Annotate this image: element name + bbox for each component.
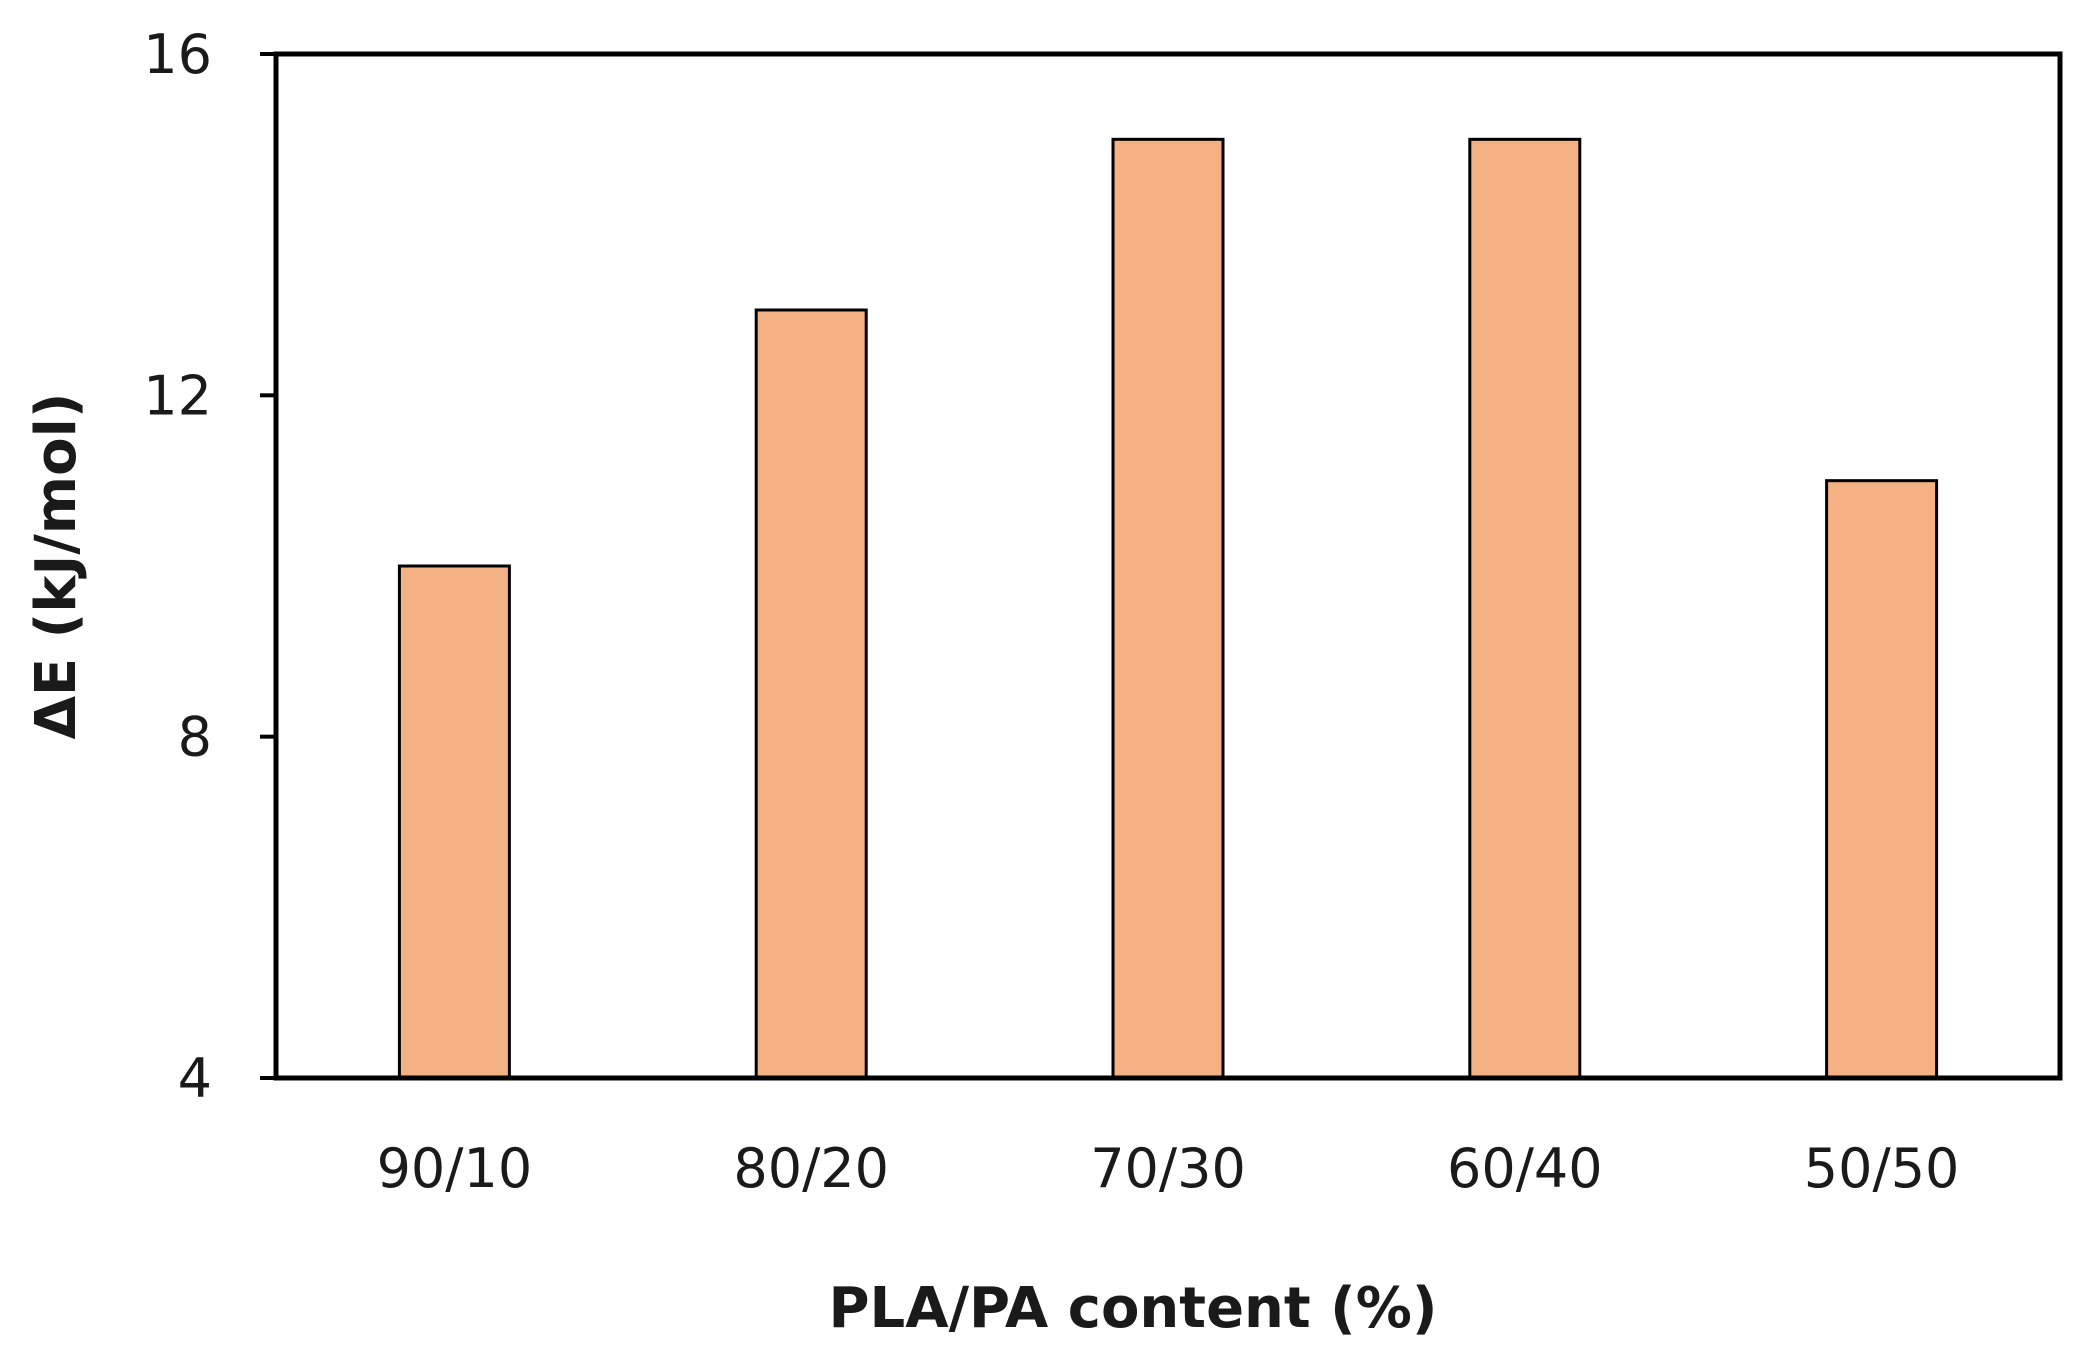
y-tick-label: 12 [143,364,212,427]
x-tick-label: 90/10 [377,1137,533,1200]
x-axis-title: PLA/PA content (%) [829,1276,1438,1341]
y-tick-label: 4 [178,1047,212,1110]
bar-50-50 [1825,479,1939,1080]
y-tick-label: 8 [178,706,212,769]
x-tick-label: 70/30 [1090,1137,1246,1200]
bar-80-20 [754,308,868,1080]
bar-group [397,137,1939,1080]
bar-60-40 [1468,137,1582,1080]
bar-90-10 [397,564,511,1080]
x-tick-label: 80/20 [733,1137,889,1200]
y-axis: 4 8 12 16 [143,23,276,1110]
x-tick-label: 60/40 [1447,1137,1603,1200]
x-axis: 90/10 80/20 70/30 60/40 50/50 [377,1137,1960,1200]
plot-area-frame [273,51,2063,1081]
x-tick-label: 50/50 [1804,1137,1960,1200]
y-tick-label: 16 [143,23,212,86]
bar-70-30 [1111,137,1225,1080]
y-axis-title: ΔE (kJ/mol) [24,393,89,740]
